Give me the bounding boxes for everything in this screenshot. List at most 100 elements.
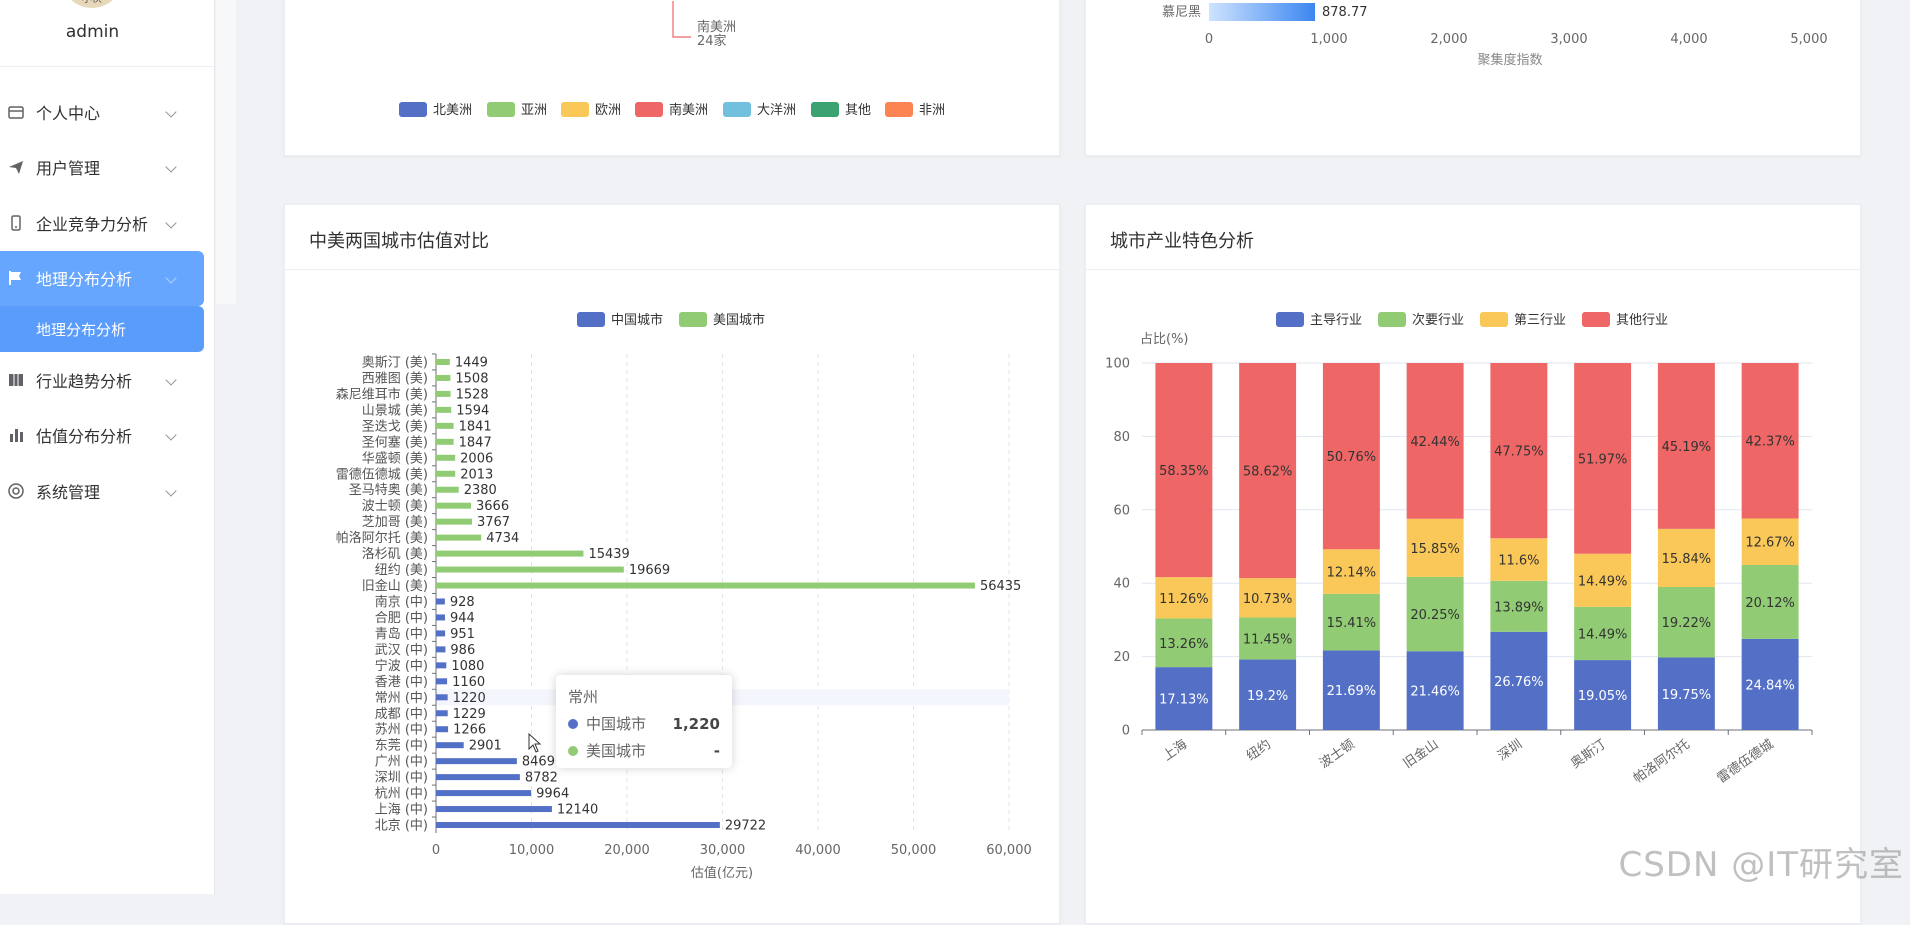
data-label: 15.84% [1662, 552, 1712, 567]
user-name: admin [0, 22, 185, 42]
y-tick-label: 深圳 (中) [375, 771, 428, 786]
annotation-name: 南美洲 [697, 19, 736, 35]
data-label: 1220 [453, 691, 486, 706]
legend-swatch [723, 102, 751, 117]
sidebar-item-user-management[interactable]: 用户管理 [0, 140, 214, 196]
sidebar-item-valuation[interactable]: 估值分布分析 [0, 408, 214, 464]
data-label: 1449 [455, 355, 488, 370]
data-label: 58.62% [1243, 465, 1293, 480]
x-tick-label: 雷德伍德城 [1715, 737, 1777, 787]
sidebar-item-geo-distribution[interactable]: 地理分布分析 [0, 251, 204, 307]
legend-swatch [399, 102, 427, 117]
data-label: 12.67% [1745, 536, 1795, 551]
legend-label: 其他行业 [1616, 313, 1668, 328]
legend-swatch [1276, 312, 1304, 327]
bar [436, 678, 447, 684]
y-tick-label: 纽约 (美) [375, 563, 428, 578]
data-label: 8469 [522, 755, 555, 770]
bar [436, 359, 450, 365]
book-icon [6, 370, 26, 390]
sidebar-item-label: 用户管理 [36, 155, 100, 179]
wallet-icon [6, 102, 26, 122]
legend-swatch [679, 312, 707, 327]
y-tick-label: 香港 (中) [375, 675, 428, 690]
data-label: 1080 [451, 659, 484, 674]
sidebar-item-personal-center[interactable]: 个人中心 [0, 84, 214, 140]
chart-tooltip: 常州 中国城市 1,220 美国城市 - [556, 675, 732, 768]
bar [436, 583, 975, 589]
sidebar-item-industry-trend[interactable]: 行业趋势分析 [0, 352, 214, 408]
legend-swatch [487, 102, 515, 117]
y-tick-label: 山景城 (美) [362, 403, 428, 418]
bar [436, 519, 472, 525]
sidebar-item-label: 系统管理 [36, 479, 100, 503]
y-tick-label: 西雅图 (美) [362, 371, 428, 386]
data-label: 26.76% [1494, 675, 1544, 690]
y-axis-title: 占比(%) [1140, 332, 1189, 347]
data-label: 11.26% [1159, 592, 1209, 607]
sidebar: 小伙 admin 个人中心 用户管理 企业竞争力分析 地理分布分析 地理分布分析… [0, 0, 215, 894]
sidebar-item-competitiveness[interactable]: 企业竞争力分析 [0, 195, 214, 251]
bar [436, 598, 445, 604]
data-label: 2901 [469, 739, 502, 754]
y-tick-label: 圣迭戈 (美) [362, 419, 428, 434]
y-tick-label: 杭州 (中) [375, 787, 428, 802]
bar [436, 774, 520, 780]
bar [436, 567, 624, 573]
data-label: 9964 [536, 787, 569, 802]
data-label: 19.22% [1662, 616, 1712, 631]
chevron-down-icon [165, 430, 176, 441]
data-label: 47.75% [1494, 445, 1544, 460]
y-tick-label: 东莞 (中) [375, 739, 428, 754]
data-label: 928 [450, 595, 475, 610]
bar [436, 822, 720, 828]
x-tick-label: 3,000 [1550, 32, 1587, 47]
legend-label: 南美洲 [669, 102, 708, 118]
x-tick-label: 2,000 [1430, 32, 1467, 47]
y-tick-label: 苏州 (中) [375, 722, 428, 738]
y-tick-label: 波士顿 (美) [362, 499, 428, 514]
flag-icon [6, 268, 26, 288]
data-label: 1266 [453, 723, 486, 738]
mouse-cursor-icon [528, 733, 542, 753]
bar [436, 407, 451, 413]
series-dot [568, 746, 578, 756]
data-label: 17.13% [1159, 693, 1209, 708]
data-label: 13.26% [1159, 637, 1209, 652]
y-tick-label: 成都 (中) [375, 707, 428, 722]
data-label: 15.85% [1410, 542, 1460, 557]
chevron-down-icon [165, 217, 176, 228]
data-label: 2380 [464, 483, 497, 498]
legend-label: 第三行业 [1514, 313, 1566, 328]
y-tick-label: 80 [1113, 430, 1130, 445]
legend-label: 主导行业 [1310, 313, 1362, 328]
y-tick-label: 雷德伍德城 (美) [336, 467, 428, 482]
y-tick-label: 广州 (中) [375, 755, 428, 770]
data-label: 20.12% [1745, 596, 1795, 611]
scroll-gutter [216, 0, 236, 304]
data-label: 56435 [980, 579, 1021, 594]
data-label: 24.84% [1745, 678, 1795, 693]
data-label: 19.2% [1247, 689, 1288, 704]
bar [436, 758, 517, 764]
legend-label: 美国城市 [713, 312, 765, 328]
data-label: 14.49% [1578, 627, 1628, 642]
data-label: 19669 [629, 563, 670, 578]
y-tick-label: 南京 (中) [375, 594, 428, 610]
data-label: 3666 [476, 499, 509, 514]
y-tick-label: 60 [1113, 503, 1130, 518]
x-tick-label: 上海 [1160, 737, 1190, 764]
send-icon [6, 157, 26, 177]
data-label: 42.44% [1410, 435, 1460, 450]
sidebar-item-system[interactable]: 系统管理 [0, 463, 214, 519]
data-label: 1508 [455, 371, 488, 386]
sidebar-subitem-geo-distribution[interactable]: 地理分布分析 [0, 306, 204, 352]
data-label: 944 [450, 611, 475, 626]
legend-label: 其他 [845, 103, 871, 118]
bar [436, 391, 451, 397]
bar [436, 423, 454, 429]
y-tick-label: 合肥 (中) [375, 611, 428, 626]
tooltip-row: 中国城市 1,220 [568, 713, 720, 734]
avatar[interactable]: 小伙 [67, 0, 117, 8]
